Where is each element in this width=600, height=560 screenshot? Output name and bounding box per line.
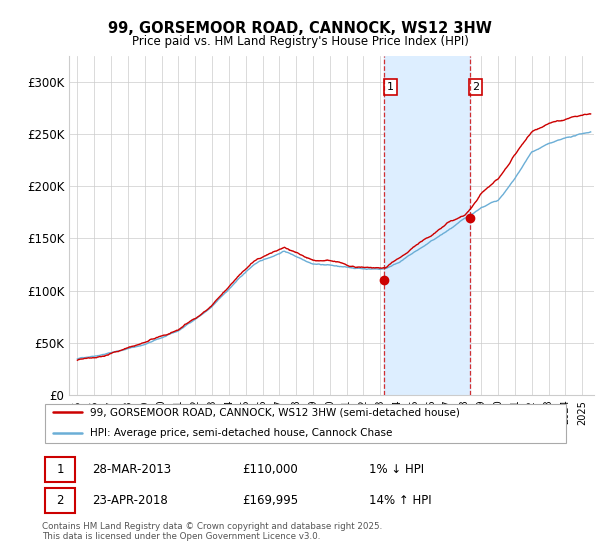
Text: 14% ↑ HPI: 14% ↑ HPI [370, 494, 432, 507]
Text: 23-APR-2018: 23-APR-2018 [92, 494, 168, 507]
Text: 99, GORSEMOOR ROAD, CANNOCK, WS12 3HW (semi-detached house): 99, GORSEMOOR ROAD, CANNOCK, WS12 3HW (s… [89, 408, 460, 417]
Text: Contains HM Land Registry data © Crown copyright and database right 2025.
This d: Contains HM Land Registry data © Crown c… [42, 522, 382, 542]
Text: HPI: Average price, semi-detached house, Cannock Chase: HPI: Average price, semi-detached house,… [89, 428, 392, 438]
FancyBboxPatch shape [44, 404, 566, 443]
Text: 1: 1 [56, 463, 64, 476]
FancyBboxPatch shape [44, 488, 75, 513]
Text: 28-MAR-2013: 28-MAR-2013 [92, 463, 171, 476]
Text: £169,995: £169,995 [242, 494, 299, 507]
Text: 99, GORSEMOOR ROAD, CANNOCK, WS12 3HW: 99, GORSEMOOR ROAD, CANNOCK, WS12 3HW [108, 21, 492, 36]
Text: 1% ↓ HPI: 1% ↓ HPI [370, 463, 424, 476]
FancyBboxPatch shape [44, 457, 75, 482]
Text: 2: 2 [56, 494, 64, 507]
Text: 1: 1 [387, 82, 394, 92]
Text: Price paid vs. HM Land Registry's House Price Index (HPI): Price paid vs. HM Land Registry's House … [131, 35, 469, 48]
Text: 2: 2 [472, 82, 479, 92]
Text: £110,000: £110,000 [242, 463, 298, 476]
Bar [385, 56, 470, 395]
